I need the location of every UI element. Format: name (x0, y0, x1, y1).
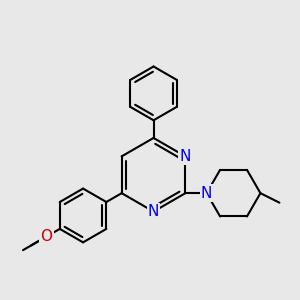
Text: N: N (201, 186, 212, 201)
Text: N: N (148, 204, 159, 219)
Text: N: N (180, 149, 191, 164)
Text: O: O (40, 229, 52, 244)
